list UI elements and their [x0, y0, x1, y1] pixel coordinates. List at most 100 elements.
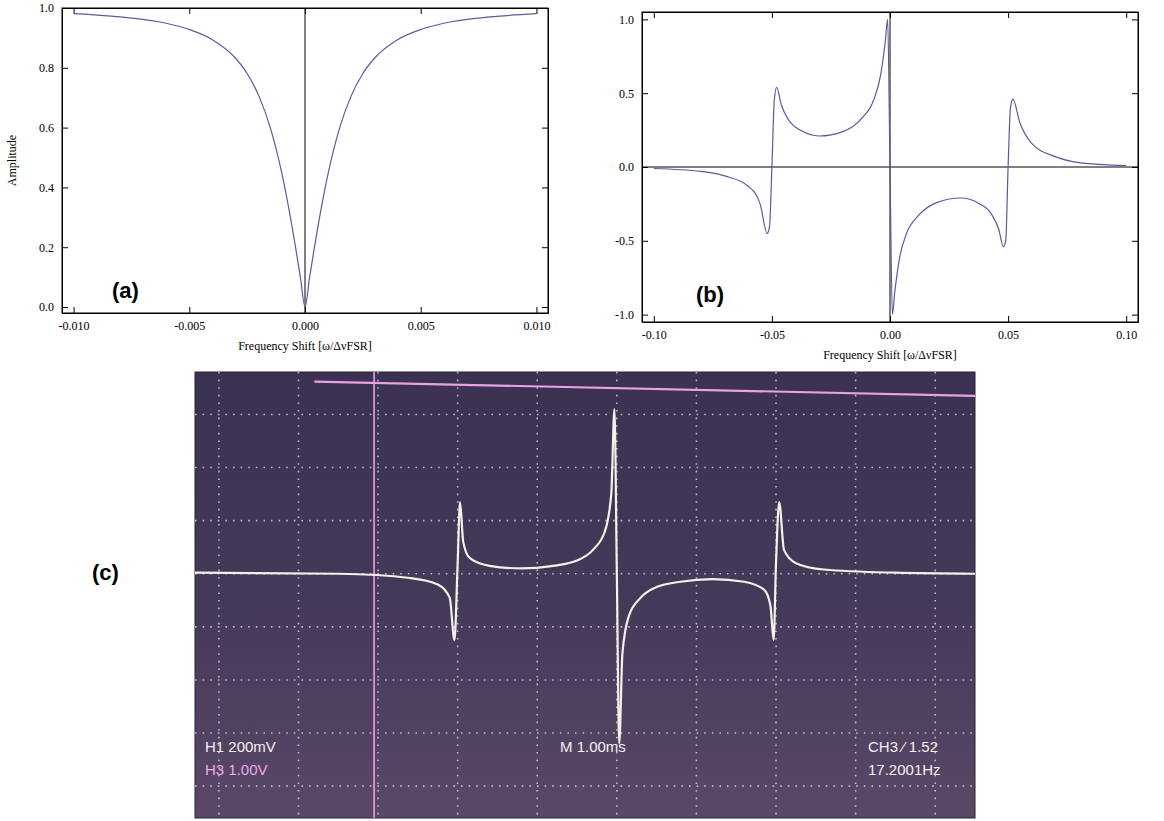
- tick-mark: [642, 93, 648, 94]
- grid-line: [298, 372, 300, 818]
- origin-axis: [305, 8, 306, 313]
- figure: -0.010-0.0050.0000.0050.0100.00.20.40.60…: [0, 0, 1164, 821]
- tick-mark: [1126, 316, 1127, 322]
- tick-mark: [421, 8, 422, 14]
- annotation: CH3 ⁄ 1.52: [868, 738, 938, 755]
- tick-mark: [1132, 241, 1138, 242]
- tick-mark: [642, 19, 648, 20]
- tick-label: -0.005: [174, 319, 205, 333]
- tick: [542, 68, 548, 69]
- y-axis: 0.00.20.40.60.81.0: [39, 1, 68, 314]
- panel-label: (c): [92, 560, 119, 585]
- panel-label: (a): [112, 278, 139, 303]
- y-axis-title: Amplitude: [5, 135, 19, 186]
- panel-label: (b): [696, 282, 724, 307]
- tick: [654, 12, 655, 18]
- tick-label: 0.05: [998, 328, 1019, 342]
- tick: 0.5: [619, 87, 648, 101]
- tick-label: 0.6: [39, 121, 54, 135]
- panel: -0.010-0.0050.0000.0050.0100.00.20.40.60…: [5, 1, 550, 353]
- grid-line: [195, 467, 975, 469]
- tick: 0.05: [998, 316, 1019, 342]
- tick-label: 1.0: [619, 13, 634, 27]
- tick-label: 0.5: [619, 87, 634, 101]
- tick-label: -0.05: [760, 328, 785, 342]
- grid-line: [195, 785, 975, 787]
- plot-area: [74, 8, 537, 313]
- tick: -0.010: [59, 307, 90, 333]
- tick-mark: [542, 307, 548, 308]
- tick-mark: [189, 307, 190, 313]
- y-axis-right: [542, 9, 549, 314]
- data-line: [74, 14, 537, 307]
- plot-frame: [642, 12, 1138, 322]
- grid-line: [377, 372, 379, 818]
- tick: [772, 12, 773, 18]
- tick-mark: [62, 128, 68, 129]
- tick-mark: [62, 247, 68, 248]
- tick: [542, 247, 548, 248]
- tick-label: -0.010: [59, 319, 90, 333]
- tick-mark: [642, 315, 648, 316]
- tick-mark: [542, 68, 548, 69]
- tick-mark: [536, 307, 537, 313]
- tick: 0.6: [39, 121, 68, 135]
- annotation: H1 200mV: [205, 738, 276, 755]
- tick: [421, 8, 422, 14]
- tick-mark: [1132, 315, 1138, 316]
- tick-mark: [1008, 316, 1009, 322]
- tick-mark: [542, 187, 548, 188]
- tick-label: 0.0: [619, 160, 634, 174]
- plot-area: [642, 12, 1138, 322]
- grid-line: [696, 372, 698, 818]
- tick: [542, 187, 548, 188]
- screen: [195, 372, 975, 818]
- annotation: M 1.00ms: [560, 738, 626, 755]
- tick-label: -1.0: [615, 308, 634, 322]
- tick-mark: [421, 307, 422, 313]
- tick-label: 0.000: [292, 319, 319, 333]
- tick-mark: [654, 12, 655, 18]
- tick-mark: [772, 316, 773, 322]
- annotation: 17.2001Hz: [868, 761, 941, 778]
- grid: [195, 372, 975, 818]
- tick: -0.5: [615, 234, 648, 248]
- tick-label: 0.005: [408, 319, 435, 333]
- tick-label: 0.010: [523, 319, 550, 333]
- tick: [1132, 19, 1138, 20]
- tick: -0.005: [174, 307, 205, 333]
- tick-label: 0.2: [39, 241, 54, 255]
- tick: [1132, 241, 1138, 242]
- axis-line: [1138, 13, 1139, 323]
- tick-label: -0.5: [615, 234, 634, 248]
- axis-line: [643, 322, 1139, 323]
- x-axis-title: Frequency Shift [ω/ΔνFSR]: [238, 339, 372, 353]
- grid-line: [195, 520, 975, 522]
- data-line: [195, 409, 975, 744]
- tick-mark: [542, 8, 548, 9]
- tick: 0.2: [39, 241, 68, 255]
- annotation: H3 1.00V: [205, 761, 268, 778]
- panel: H1 200mV M 1.00ms CH3 ⁄ 1.52 H3 1.00V 17.200…: [195, 372, 975, 818]
- tick: [542, 8, 548, 9]
- tick: 0.8: [39, 61, 68, 75]
- grid-line: [195, 732, 975, 734]
- tick-label: 0.8: [39, 61, 54, 75]
- tick: [1132, 93, 1138, 94]
- grid-line: [195, 679, 975, 681]
- tick: 1.0: [619, 13, 648, 27]
- grid-line: [195, 414, 975, 416]
- tick-label: -0.10: [642, 328, 667, 342]
- tick: 0.010: [523, 307, 550, 333]
- tick: -0.10: [642, 316, 667, 342]
- tick-mark: [189, 8, 190, 14]
- tick-label: 0.0: [39, 300, 54, 314]
- tick-mark: [1132, 19, 1138, 20]
- tick: [189, 8, 190, 14]
- tick: [1008, 12, 1009, 18]
- tick: [1126, 12, 1127, 18]
- plot-frame: [62, 8, 548, 313]
- tick-mark: [536, 8, 537, 14]
- tick: [536, 8, 537, 14]
- tick-mark: [642, 241, 648, 242]
